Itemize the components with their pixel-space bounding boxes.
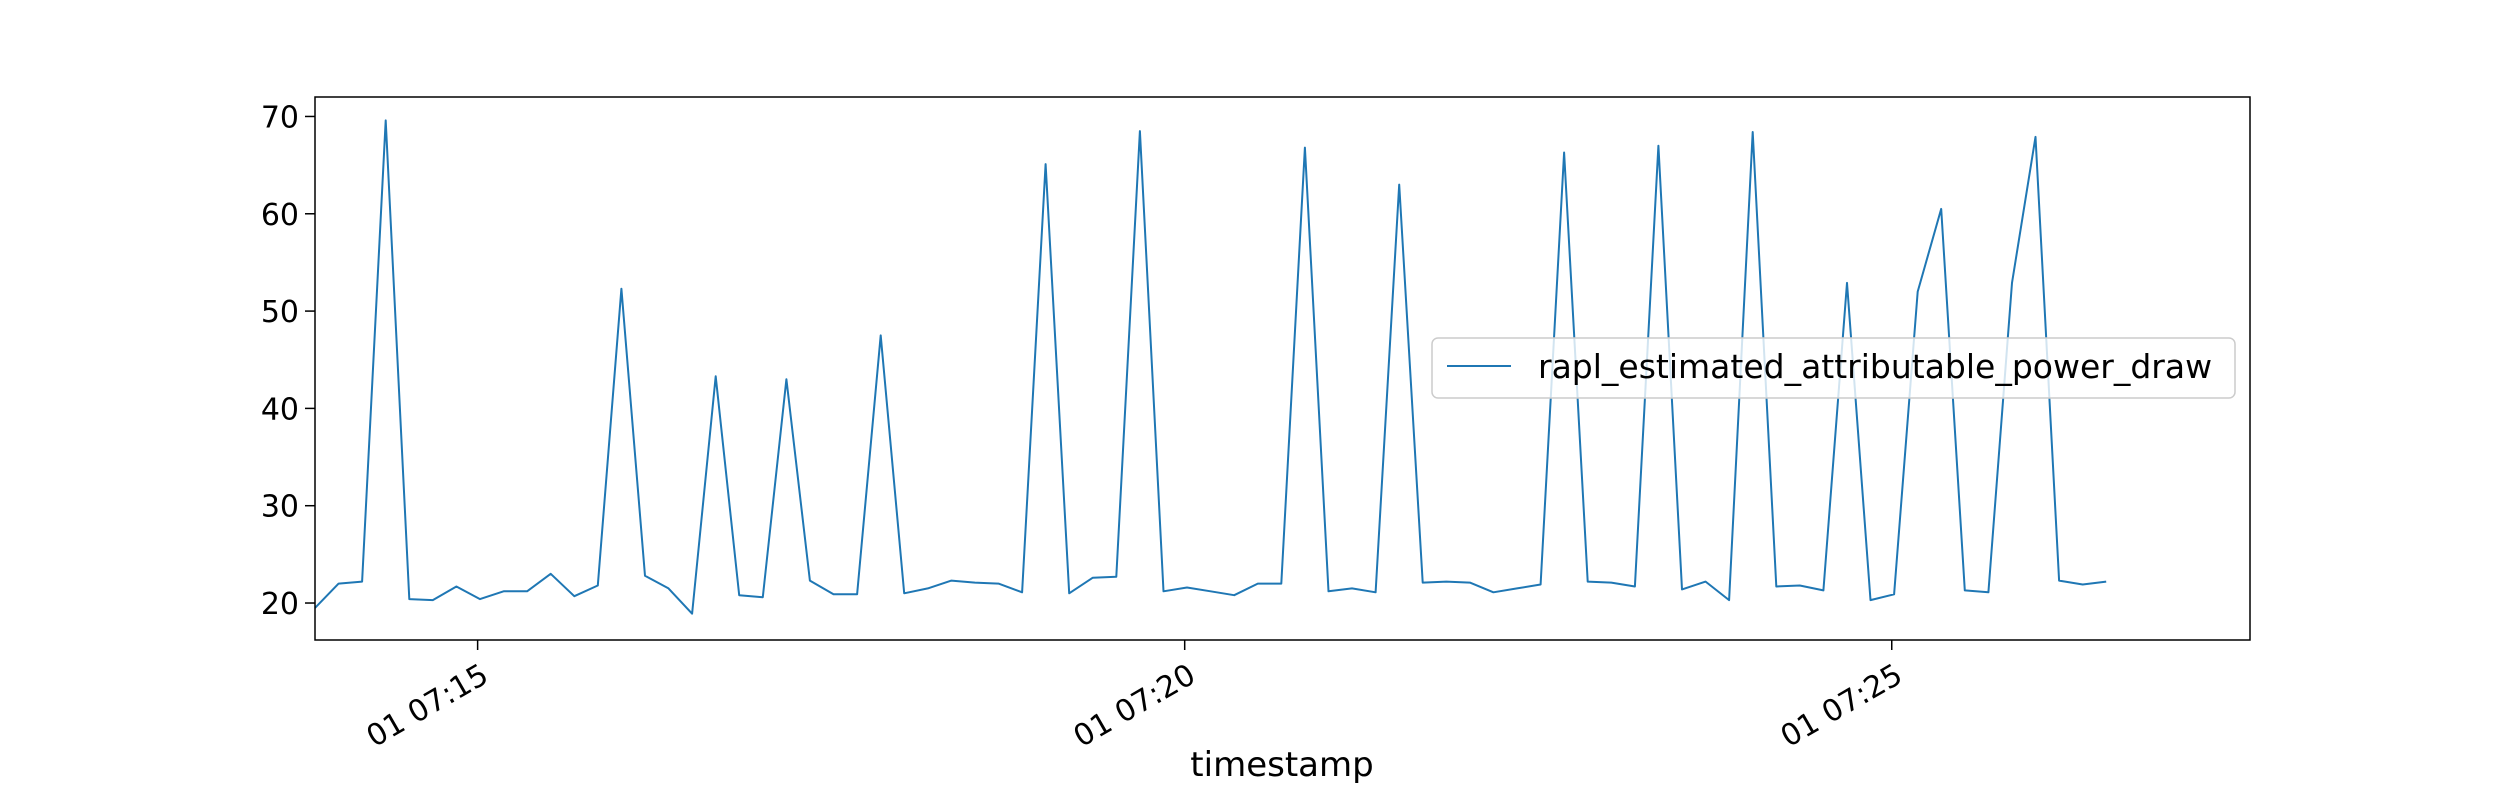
plot-area-frame (314, 96, 2251, 641)
y-tick-label: 60 (261, 198, 299, 233)
series-line-1 (314, 119, 2107, 615)
legend-box (1431, 337, 2236, 399)
y-tick-label: 20 (261, 587, 299, 622)
y-tick-label: 40 (261, 392, 299, 427)
series-layer (314, 119, 2107, 615)
x-tick-label: 01 07:25 (1775, 657, 1909, 754)
legend-label-series-1: rapl_estimated_attributable_power_draw (1538, 347, 2212, 386)
y-tick-label: 30 (261, 490, 299, 525)
x-tick-label: 01 07:20 (1068, 657, 1202, 754)
x-axis-label: timestamp (1190, 745, 1373, 785)
y-tick-label: 50 (261, 295, 299, 330)
y-axis: 20 30 40 50 60 70 (261, 100, 315, 622)
legend: rapl_estimated_attributable_power_draw (1431, 337, 2236, 399)
y-tick-label: 70 (261, 100, 299, 135)
x-axis: 01 07:15 01 07:20 01 07:25 (361, 640, 1909, 755)
x-tick-label: 01 07:15 (361, 657, 495, 754)
